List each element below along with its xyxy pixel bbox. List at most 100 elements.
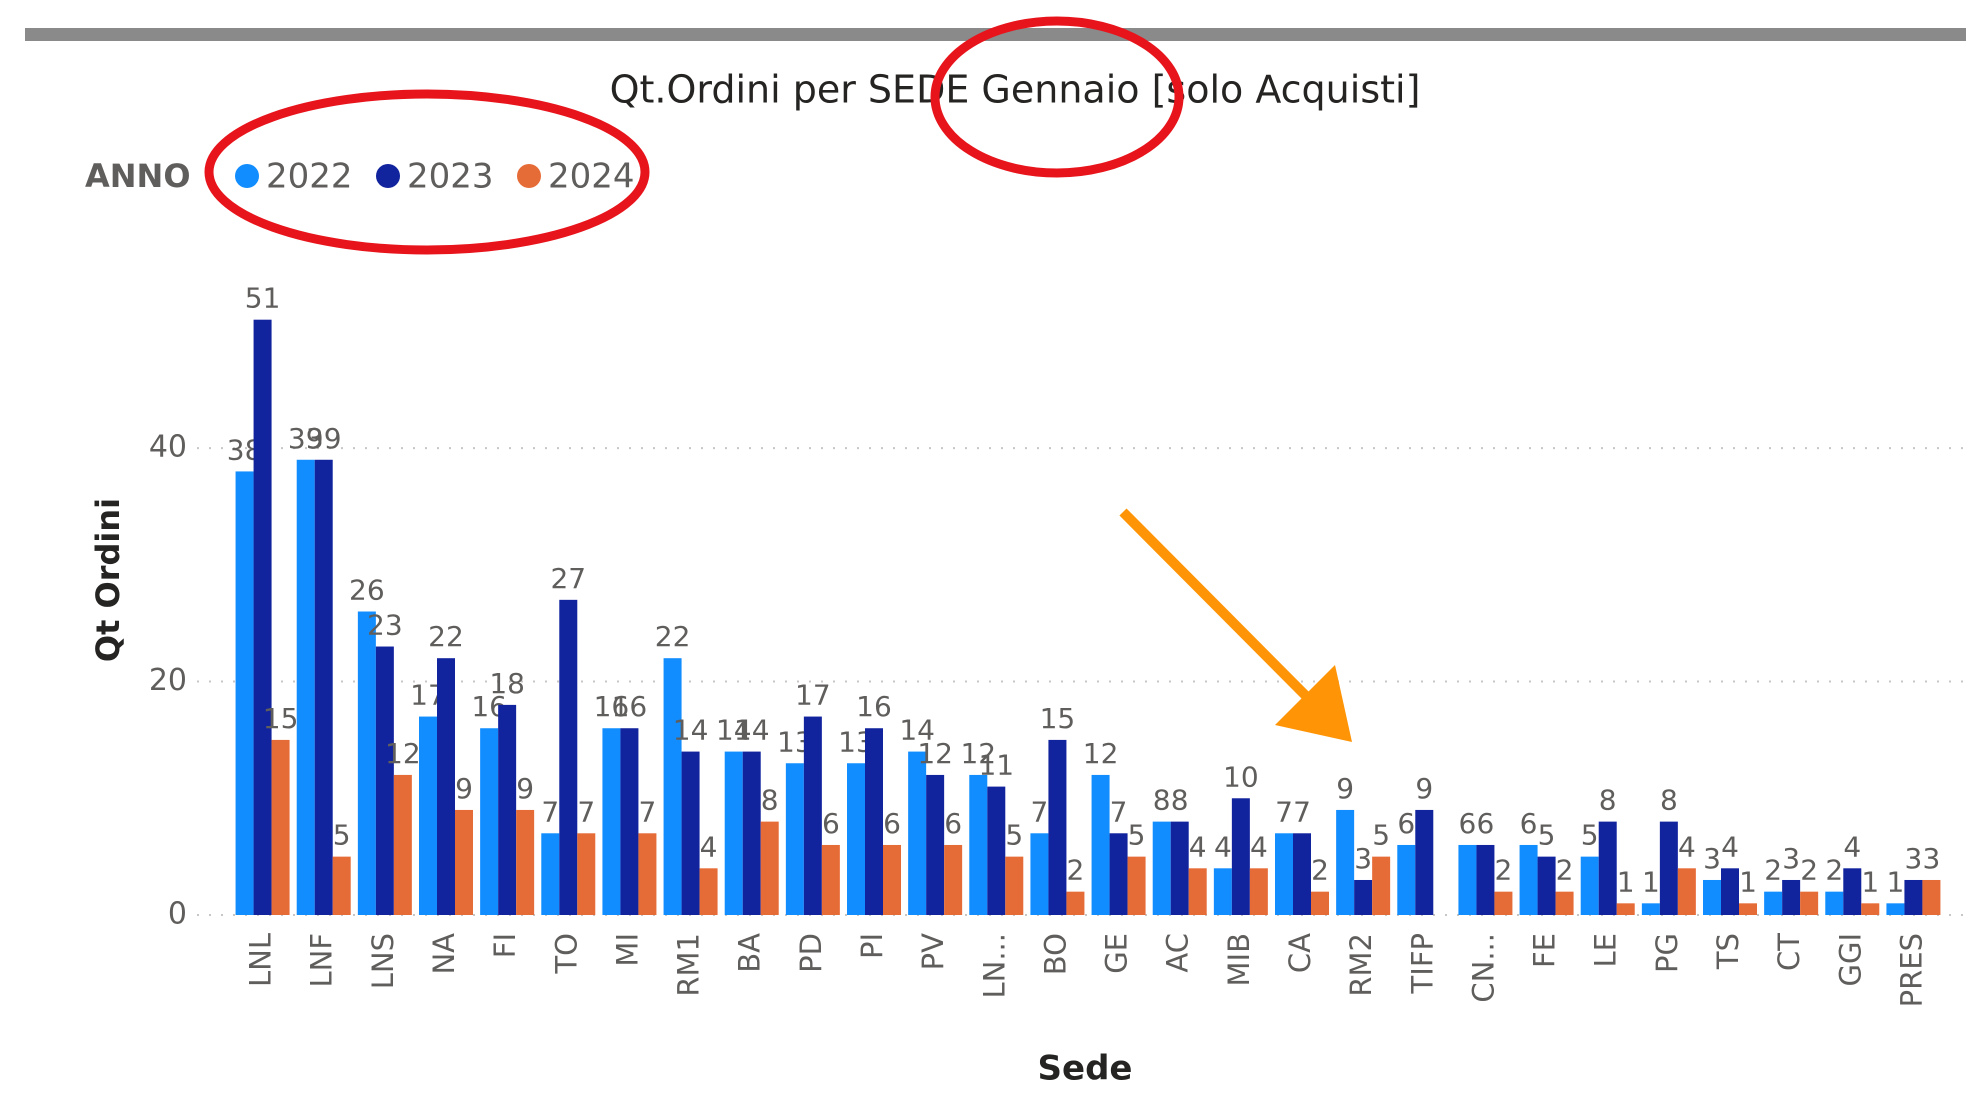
data-label: 8 (1660, 784, 1678, 817)
data-label: 2 (1311, 854, 1329, 887)
bar (742, 751, 761, 915)
x-tick-label: TIFP (1405, 933, 1439, 994)
x-tick-label: LNF (305, 933, 339, 988)
x-tick-label: PG (1650, 933, 1684, 973)
data-label: 51 (245, 282, 281, 315)
x-tick-label: CT (1772, 933, 1806, 971)
bar (1886, 903, 1905, 915)
bar (271, 739, 290, 915)
data-label: 22 (655, 620, 691, 653)
bar (1397, 844, 1416, 915)
data-label: 6 (1477, 807, 1495, 840)
data-label: 7 (1031, 795, 1049, 828)
bar (1293, 833, 1311, 915)
data-label: 6 (822, 807, 840, 840)
x-tick-label: TS (1711, 933, 1745, 970)
bar (1066, 891, 1085, 915)
x-tick-label: PV (916, 933, 950, 970)
bar (1721, 868, 1739, 915)
x-tick-label: BA (733, 933, 767, 973)
bar (235, 471, 254, 915)
y-tick-label: 0 (168, 897, 187, 932)
x-axis-label: Sede (1038, 1049, 1133, 1089)
bar (1458, 844, 1477, 915)
annotation-circle (930, 16, 1184, 178)
bar (681, 751, 700, 915)
data-label: 4 (1843, 830, 1861, 863)
x-tick-label: LE (1589, 933, 1623, 967)
bar (908, 751, 927, 915)
bar (1372, 856, 1391, 915)
data-label: 12 (385, 737, 421, 770)
legend-swatch (517, 164, 541, 188)
x-tick-label: MIB (1222, 933, 1256, 986)
data-label: 3 (1782, 842, 1800, 875)
data-label: 15 (263, 702, 299, 735)
bar (1825, 891, 1844, 915)
x-tick-label: LNL (244, 933, 278, 987)
data-label: 3 (1905, 842, 1923, 875)
x-tick-label: RM1 (672, 933, 706, 997)
data-label: 14 (673, 714, 709, 747)
bar (375, 646, 394, 915)
bar (1415, 809, 1434, 915)
x-tick-label: LN... (977, 933, 1011, 999)
data-label: 3 (1354, 842, 1372, 875)
bar (1231, 798, 1250, 915)
bar (253, 319, 272, 915)
bar (1764, 891, 1783, 915)
chart-title: Qt.Ordini per SEDE Gennaio [solo Acquist… (610, 68, 1421, 112)
x-tick-label: RM2 (1344, 933, 1378, 997)
data-label: 4 (1189, 830, 1207, 863)
data-label: 5 (1372, 819, 1390, 852)
data-label: 8 (1171, 784, 1189, 817)
bar (541, 833, 560, 915)
data-label: 12 (917, 737, 953, 770)
x-tick-label: MI (610, 933, 644, 967)
legend-label: 2024 (548, 157, 635, 197)
bar (1170, 821, 1189, 915)
bar (1677, 868, 1696, 915)
data-label: 7 (1275, 795, 1293, 828)
bar (926, 774, 945, 915)
bar (760, 821, 779, 915)
bar (296, 459, 315, 915)
x-tick-label: TO (549, 933, 583, 975)
data-label: 12 (1083, 737, 1119, 770)
data-label: 5 (1005, 819, 1023, 852)
bar (1904, 879, 1923, 915)
bar (1213, 868, 1232, 915)
data-label: 14 (899, 714, 935, 747)
bar (1537, 856, 1556, 915)
data-label: 16 (856, 690, 892, 723)
bar (1800, 891, 1819, 915)
data-label: 6 (944, 807, 962, 840)
legend-swatch (235, 164, 259, 188)
bar (699, 868, 718, 915)
data-label: 9 (516, 772, 534, 805)
data-label: 5 (1581, 819, 1599, 852)
x-tick-label: AC (1161, 933, 1195, 973)
data-label: 4 (700, 830, 718, 863)
legend-label: 2023 (407, 157, 494, 197)
bar (1275, 833, 1293, 915)
annotation-arrowhead (1275, 665, 1352, 742)
bar (1311, 891, 1329, 915)
data-label: 1 (1617, 865, 1635, 898)
bar (1641, 903, 1660, 915)
y-axis-label: Qt Ordini (89, 498, 127, 662)
data-label: 3 (1923, 842, 1941, 875)
data-label: 2 (1495, 854, 1513, 887)
bar (1598, 821, 1617, 915)
data-label: 9 (1336, 772, 1354, 805)
data-label: 39 (306, 422, 342, 455)
data-label: 12 (960, 737, 996, 770)
x-tick-label: FE (1528, 933, 1562, 968)
data-label: 6 (1397, 807, 1415, 840)
bar (1922, 879, 1941, 915)
data-label: 27 (550, 562, 586, 595)
legend-swatch (376, 164, 400, 188)
x-tick-label: PRES (1894, 933, 1928, 1007)
